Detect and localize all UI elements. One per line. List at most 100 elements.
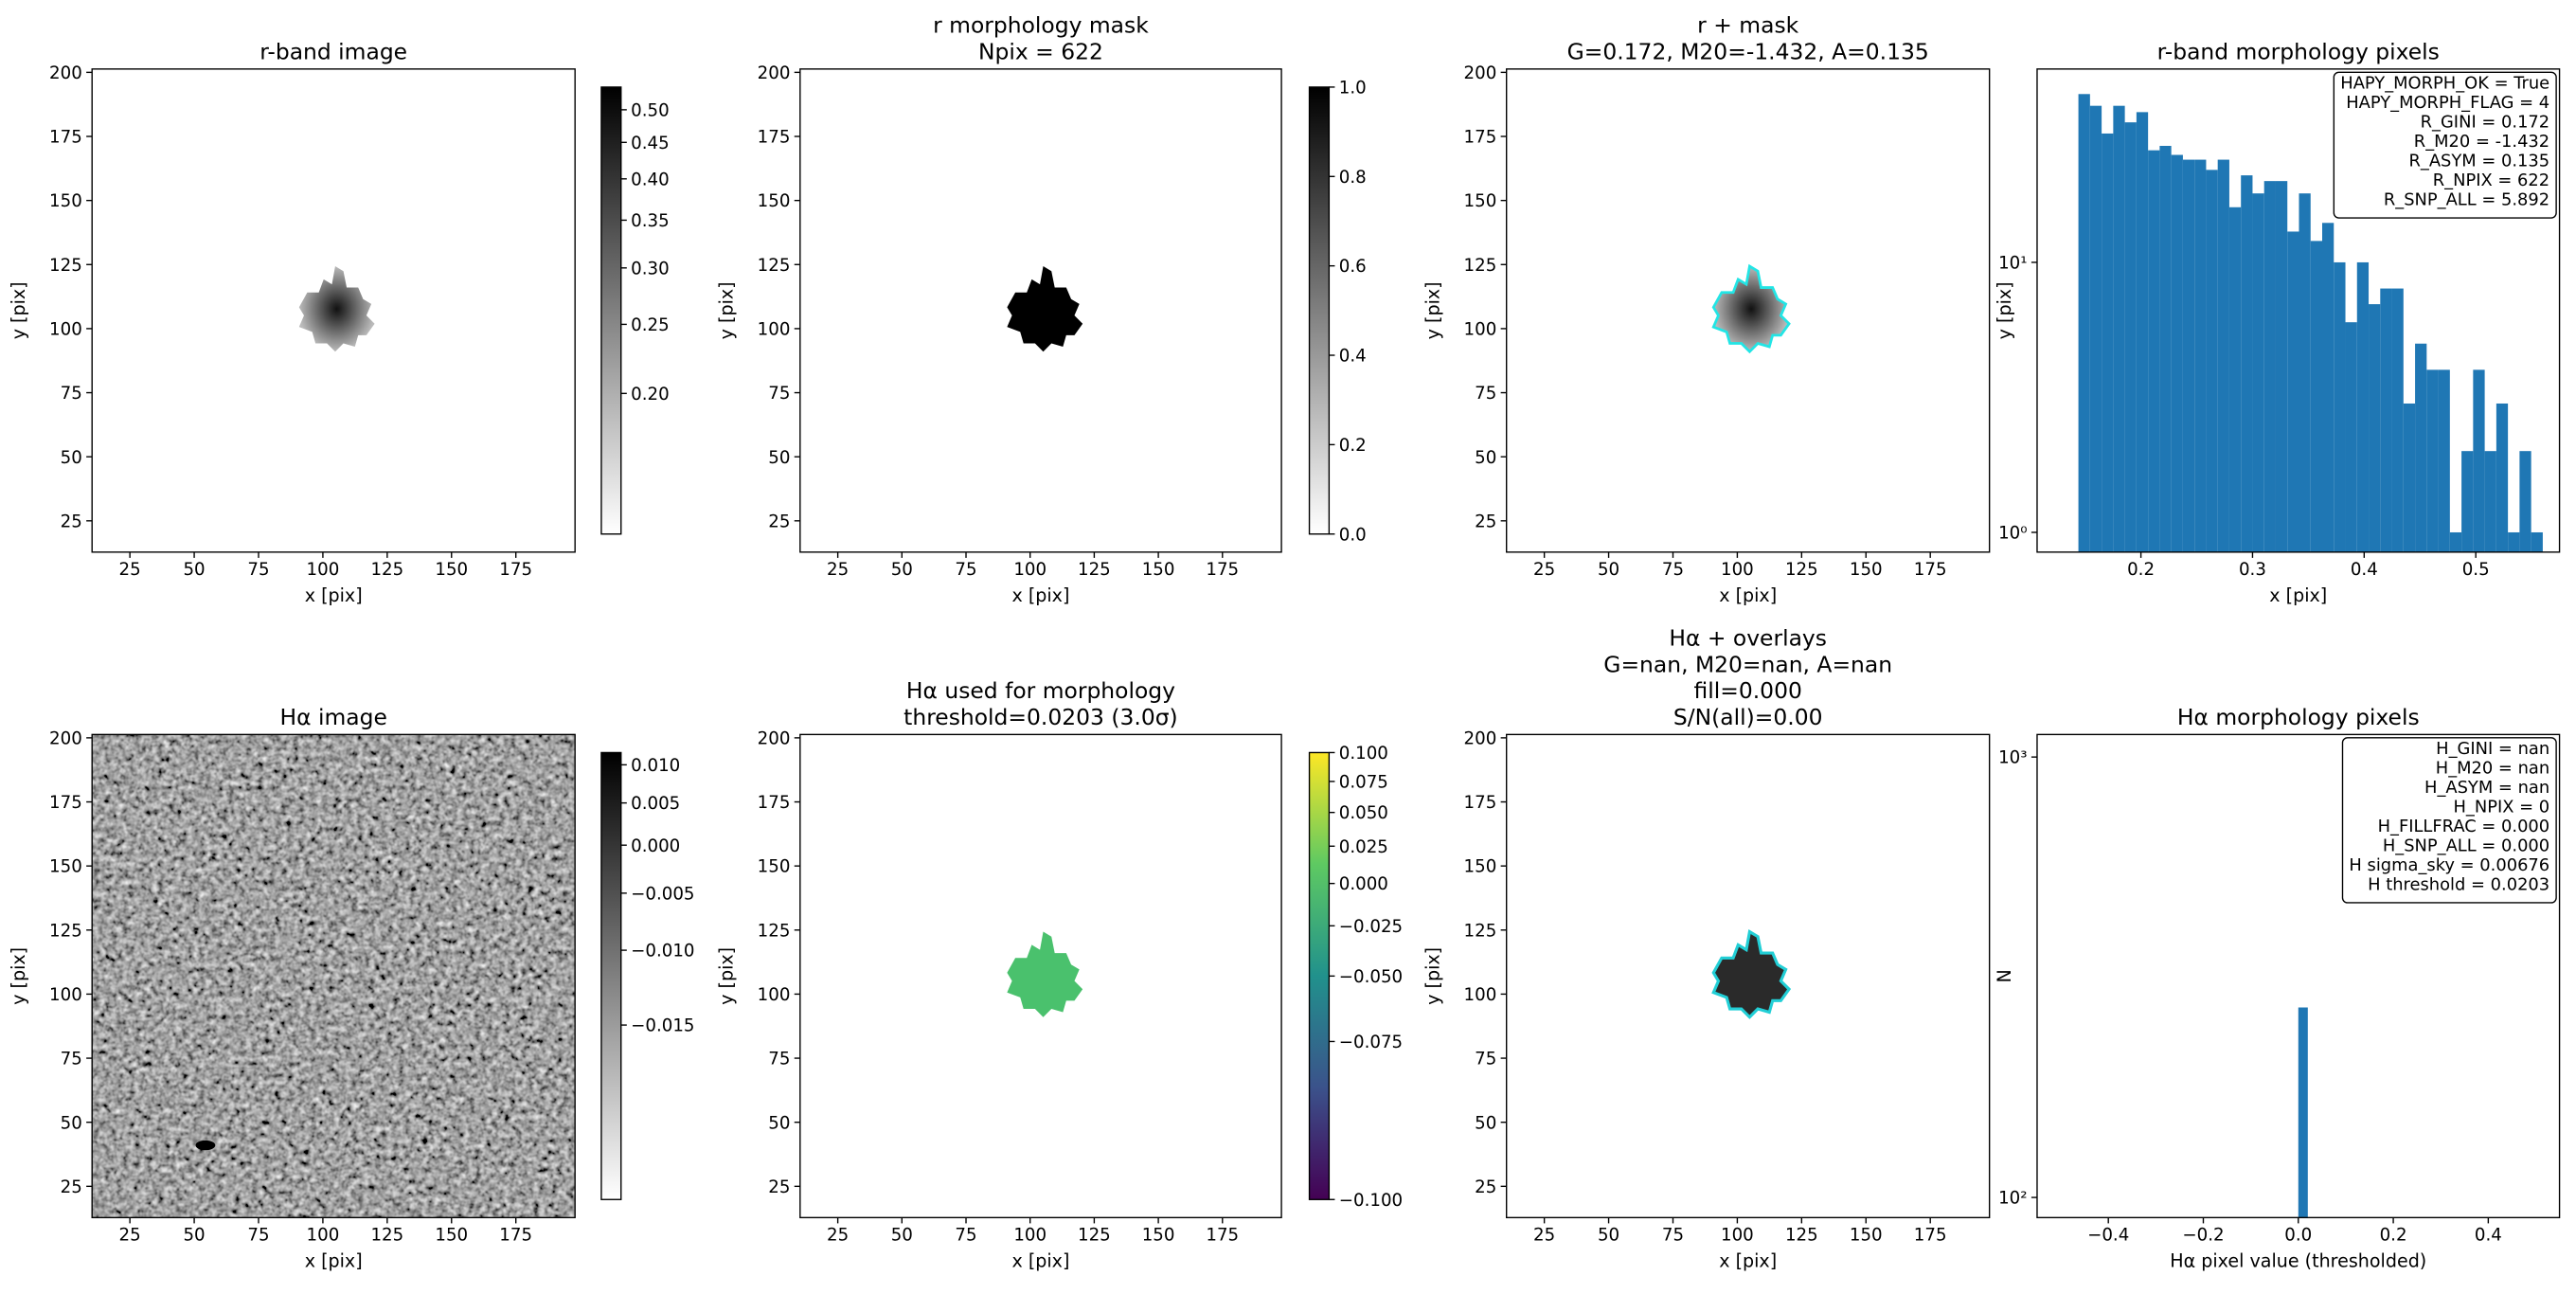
- hist-bar: [2089, 105, 2102, 552]
- hist-bar: [2275, 181, 2288, 552]
- y-tick-label: 200: [49, 63, 82, 83]
- x-tick-label: 25: [1533, 560, 1555, 580]
- colorbar-tick-label: 0.000: [631, 836, 680, 856]
- x-tick-label: 0.4: [2475, 1226, 2502, 1246]
- colorbar-tick-label: 0.30: [631, 259, 670, 279]
- y-tick-label: 200: [758, 63, 791, 83]
- x-tick-label: 25: [119, 1226, 141, 1246]
- axes-frame: [2036, 68, 2561, 553]
- hist-bar: [2322, 223, 2334, 552]
- y-tick-label: 125: [1464, 256, 1497, 276]
- x-tick-label: 100: [307, 1226, 340, 1246]
- hist-bar: [2438, 369, 2450, 552]
- y-axis-label: y [pix]: [9, 947, 29, 1005]
- chart-title: threshold=0.0203 (3.0σ): [903, 704, 1178, 730]
- chart-title: Hα image: [280, 704, 387, 730]
- colorbar: [600, 86, 621, 534]
- y-tick-label: 150: [758, 857, 791, 877]
- colorbar-tick-label: 0.050: [1339, 803, 1388, 823]
- chart-title: Npix = 622: [978, 38, 1103, 64]
- textbox-line: H_ASYM = nan: [2424, 778, 2549, 798]
- x-tick-label: 25: [827, 560, 849, 580]
- x-tick-label: 25: [119, 560, 141, 580]
- x-axis-label: x [pix]: [1011, 585, 1069, 606]
- x-tick-label: 150: [435, 560, 468, 580]
- colorbar-tick-label: 0.010: [631, 756, 680, 776]
- y-tick-label: 100: [49, 320, 82, 340]
- x-tick-label: 150: [1142, 560, 1175, 580]
- colorbar-tick-label: 0.35: [631, 211, 670, 231]
- hist-bar: [2182, 159, 2195, 552]
- axes-frame: [2036, 733, 2561, 1219]
- colorbar-tick-label: 0.6: [1339, 257, 1367, 277]
- colorbar-tick-label: −0.050: [1339, 967, 1403, 987]
- axes-frame: [91, 733, 576, 1219]
- y-tick-label: 200: [1464, 63, 1497, 83]
- y-tick-label: 200: [49, 728, 82, 748]
- colorbar-frame: [600, 86, 622, 535]
- hist-bar: [2171, 154, 2183, 552]
- x-tick-label: 100: [1721, 1226, 1754, 1246]
- chart-title: G=0.172, M20=-1.432, A=0.135: [1567, 38, 1929, 64]
- colorbar-tick-label: 0.0: [1339, 525, 1367, 545]
- textbox-line: H sigma_sky = 0.00676: [2349, 855, 2549, 875]
- y-axis-label: y [pix]: [1423, 281, 1444, 339]
- r-band-blob: [298, 266, 375, 352]
- colorbar-tick-label: 0.025: [1339, 837, 1388, 857]
- colorbar-tick-label: 0.075: [1339, 773, 1388, 793]
- x-tick-label: 150: [435, 1226, 468, 1246]
- y-tick-label: 150: [1464, 191, 1497, 211]
- hist-bar: [2078, 94, 2090, 552]
- colorbar-tick-label: 0.45: [631, 134, 670, 153]
- y-tick-label: 75: [61, 1050, 82, 1069]
- hist-bar: [2531, 531, 2543, 552]
- colorbar: [600, 752, 621, 1200]
- x-axis-label: x [pix]: [1719, 585, 1777, 606]
- x-tick-label: 125: [370, 1226, 403, 1246]
- y-tick-label: 10¹: [1998, 254, 2027, 274]
- hist-bar: [2102, 133, 2114, 552]
- colorbar-tick-label: −0.100: [1339, 1191, 1403, 1211]
- y-tick-label: 50: [61, 1113, 82, 1133]
- hist-bar: [2380, 288, 2392, 552]
- y-tick-label: 10²: [1998, 1189, 2027, 1209]
- y-axis-label: y [pix]: [1995, 281, 2015, 339]
- dark-spot: [195, 1140, 216, 1151]
- chart-title: r + mask: [1697, 12, 1798, 39]
- colorbar-frame: [1308, 751, 1331, 1200]
- hist-bar: [2124, 122, 2137, 552]
- chart-title: Hα morphology pixels: [2177, 704, 2420, 730]
- x-tick-label: 150: [1850, 1226, 1883, 1246]
- hist-bar: [2473, 369, 2485, 552]
- y-axis-label: y [pix]: [717, 281, 738, 339]
- textbox-line: R_SNP_ALL = 5.892: [2384, 189, 2549, 209]
- colorbar: [1309, 752, 1330, 1200]
- y-tick-label: 50: [768, 1113, 790, 1133]
- colorbar-frame: [600, 751, 622, 1200]
- axes-frame: [91, 68, 576, 553]
- hist-bar: [2287, 231, 2299, 552]
- hist-bar: [2449, 531, 2462, 552]
- mask-blob: [1007, 266, 1083, 352]
- y-tick-label: 10⁰: [1998, 524, 2027, 544]
- axes-frame: [1506, 733, 1991, 1219]
- colorbar-tick-label: 0.50: [631, 100, 670, 120]
- x-tick-label: 150: [1142, 1226, 1175, 1246]
- y-axis-label: y [pix]: [1423, 947, 1444, 1005]
- x-tick-label: 25: [1533, 1226, 1555, 1246]
- x-axis-label: Hα pixel value (thresholded): [2170, 1250, 2426, 1271]
- chart-title: S/N(all)=0.00: [1673, 704, 1823, 730]
- y-tick-label: 200: [758, 728, 791, 748]
- x-tick-label: 50: [1598, 1226, 1619, 1246]
- colorbar-tick-label: 0.000: [1339, 874, 1388, 894]
- x-tick-label: 75: [247, 1226, 269, 1246]
- colorbar-tick-label: −0.015: [631, 1016, 694, 1036]
- hist-bar: [2241, 175, 2253, 552]
- y-axis-label: y [pix]: [717, 947, 738, 1005]
- hist-bar: [2263, 181, 2276, 552]
- x-tick-label: 100: [1013, 560, 1046, 580]
- x-axis-label: x [pix]: [1719, 1250, 1777, 1271]
- y-tick-label: 100: [1464, 985, 1497, 1005]
- x-tick-label: 100: [1013, 1226, 1046, 1246]
